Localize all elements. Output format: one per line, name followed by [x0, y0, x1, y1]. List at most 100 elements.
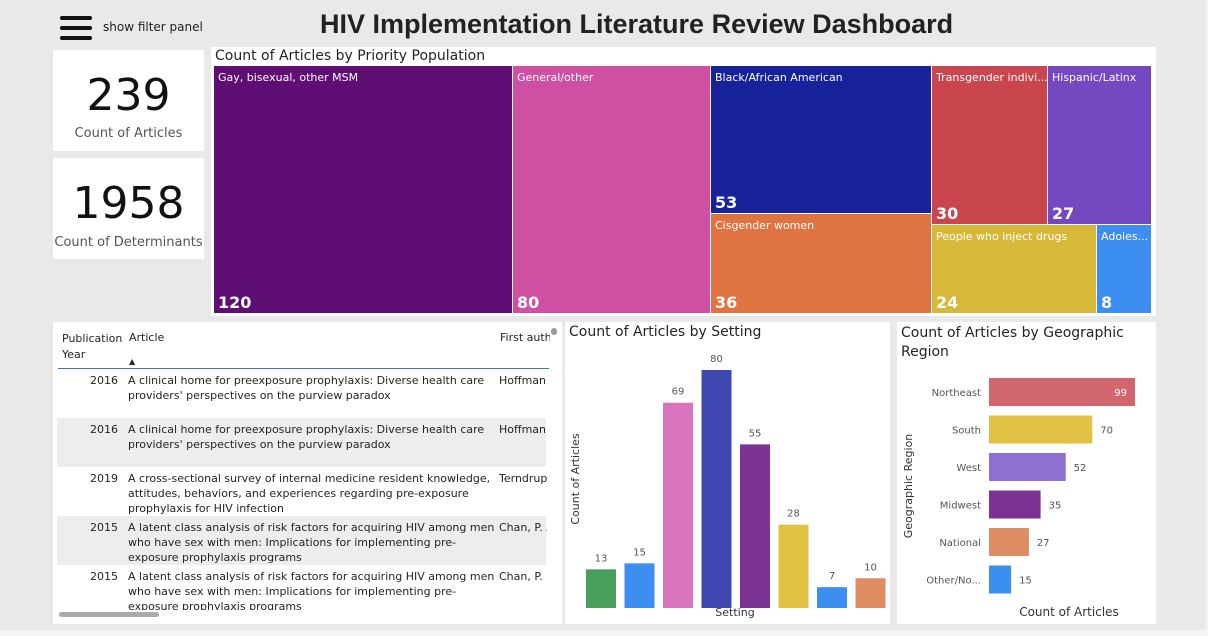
- data-label-setting-3: 80: [710, 354, 723, 365]
- scrollbar-thumb-horizontal[interactable]: [59, 612, 159, 617]
- cell-year: 2015: [90, 521, 118, 534]
- bar-setting-3[interactable]: [701, 370, 732, 608]
- tile-value: 36: [715, 293, 738, 312]
- cell-author: Hoffman,: [499, 374, 547, 387]
- table-row[interactable]: 2015 A latent class analysis of risk fac…: [57, 516, 547, 565]
- bar-region-2[interactable]: [989, 453, 1066, 481]
- data-label-setting-1: 15: [633, 547, 646, 558]
- bar-region-0[interactable]: [989, 378, 1135, 406]
- cell-article: A clinical home for preexposure prophyla…: [128, 374, 485, 402]
- data-label-region-1: 70: [1100, 426, 1113, 437]
- bar-region-5[interactable]: [989, 565, 1012, 594]
- tile-label: People who inject drugs: [936, 230, 1068, 243]
- kpi-card-articles: 239 Count of Articles: [53, 50, 204, 151]
- cell-article: A cross-sectional survey of internal med…: [128, 472, 491, 515]
- cell-author: Chan, P. A: [499, 521, 547, 534]
- region-chart: Northeast 99 South 70 West 52 Midwest 35 Nationa…: [902, 378, 1135, 619]
- tile-value: 27: [1052, 204, 1075, 223]
- data-label-setting-0: 13: [595, 553, 608, 564]
- tile-label: Adoles...: [1101, 230, 1149, 243]
- category-label-region-3: Midwest: [940, 501, 981, 512]
- setting-chart-title: Count of Articles by Setting: [569, 324, 762, 340]
- tile-label: Transgender indivi...: [936, 71, 1048, 84]
- cell-article: A latent class analysis of risk factors …: [128, 521, 495, 564]
- category-label-region-1: South: [952, 426, 981, 437]
- cell-article: A latent class analysis of risk factors …: [128, 570, 495, 610]
- data-label-setting-5: 28: [787, 509, 800, 520]
- setting-chart-panel: Count of Articles by Setting 13 15 69 80 55 2…: [565, 322, 890, 624]
- show-filter-panel-button[interactable]: show filter panel: [103, 20, 203, 34]
- cell-author: Hoffman,: [499, 423, 547, 436]
- treemap-tile-transgender[interactable]: Transgender indivi... 30: [932, 66, 1048, 225]
- cell-author: Chan, P. A: [499, 570, 546, 583]
- bar-setting-7[interactable]: [855, 578, 886, 608]
- tile-label: Hispanic/Latinx: [1052, 71, 1137, 84]
- sort-ascending-icon[interactable]: ▲: [129, 357, 136, 366]
- kpi-card-determinants: 1958 Count of Determinants: [53, 158, 204, 259]
- cell-year: 2016: [90, 423, 118, 436]
- menu-icon[interactable]: [60, 16, 92, 40]
- tile-label: Cisgender women: [715, 219, 815, 232]
- bar-setting-1[interactable]: [624, 563, 655, 608]
- table-row[interactable]: 2019 A cross-sectional survey of interna…: [57, 467, 547, 516]
- scrollbar-thumb-vertical[interactable]: [551, 328, 557, 335]
- cell-year: 2019: [90, 472, 118, 485]
- data-label-setting-7: 10: [864, 562, 877, 573]
- x-axis-label: Setting: [715, 606, 754, 619]
- bar-setting-6[interactable]: [817, 587, 847, 608]
- tile-value: 80: [517, 293, 540, 312]
- y-axis-label: Geographic Region: [902, 434, 915, 539]
- tile-value: 120: [218, 293, 252, 312]
- articles-table-panel: Publication Year Article ▲ First autho 2…: [53, 322, 562, 624]
- treemap-title: Count of Articles by Priority Population: [215, 48, 486, 64]
- treemap-tile-pwid[interactable]: People who inject drugs 24: [932, 225, 1097, 314]
- category-label-region-4: National: [939, 538, 981, 549]
- column-header-year[interactable]: Publication Year: [62, 332, 123, 361]
- category-label-region-2: West: [956, 463, 981, 474]
- table-row[interactable]: 2016 A clinical home for preexposure pro…: [57, 369, 547, 418]
- bar-region-3[interactable]: [989, 490, 1041, 519]
- tile-value: 24: [936, 293, 959, 312]
- bar-region-4[interactable]: [989, 528, 1029, 556]
- treemap-tile-adolescents[interactable]: Adoles... 8: [1097, 225, 1152, 314]
- cell-year: 2015: [90, 570, 118, 583]
- treemap-tile-hispanic[interactable]: Hispanic/Latinx 27: [1048, 66, 1152, 225]
- treemap-tile-general[interactable]: General/other 80: [513, 66, 711, 314]
- bar-setting-4[interactable]: [740, 444, 770, 608]
- treemap-tile-black[interactable]: Black/African American 53: [711, 66, 932, 214]
- kpi-label-articles: Count of Articles: [74, 126, 183, 141]
- region-chart-title: Count of Articles by Geographic Region: [901, 325, 1124, 360]
- treemap-tile-cis-women[interactable]: Cisgender women 36: [711, 214, 932, 314]
- kpi-label-determinants: Count of Determinants: [54, 235, 203, 250]
- table-row[interactable]: 2016 A clinical home for preexposure pro…: [57, 418, 547, 467]
- header-divider: [58, 368, 549, 369]
- column-header-author[interactable]: First autho: [500, 331, 550, 344]
- kpi-value-determinants: 1958: [72, 178, 185, 229]
- tile-label: Black/African American: [715, 71, 843, 84]
- x-axis-label: Count of Articles: [1019, 605, 1119, 619]
- tile-label: Gay, bisexual, other MSM: [218, 71, 359, 84]
- bar-setting-2[interactable]: [663, 402, 693, 608]
- data-label-region-0: 99: [1114, 388, 1127, 399]
- y-axis-label: Count of Articles: [569, 433, 582, 525]
- tile-value: 8: [1101, 293, 1113, 312]
- bar-region-1[interactable]: [989, 415, 1093, 444]
- bar-setting-0[interactable]: [586, 569, 616, 608]
- region-chart-panel: Count of Articles by Geographic Region N…: [897, 322, 1156, 624]
- setting-chart: 13 15 69 80 55 28 7 10 Setting Count of Articles: [569, 354, 886, 619]
- table-row[interactable]: 2015 A latent class analysis of risk fac…: [57, 565, 546, 610]
- page-title: HIV Implementation Literature Review Das…: [320, 9, 954, 39]
- data-label-region-3: 35: [1049, 501, 1062, 512]
- tile-value: 30: [936, 204, 959, 223]
- data-label-setting-2: 69: [672, 387, 685, 398]
- tile-value: 53: [715, 193, 738, 212]
- kpi-value-articles: 239: [86, 70, 171, 121]
- data-label-region-2: 52: [1074, 463, 1087, 474]
- data-label-region-5: 15: [1019, 576, 1032, 587]
- bar-setting-5[interactable]: [778, 524, 809, 608]
- treemap-tile-msm[interactable]: Gay, bisexual, other MSM 120: [214, 66, 513, 314]
- cell-article: A clinical home for preexposure prophyla…: [128, 423, 485, 451]
- category-label-region-5: Other/No...: [926, 576, 981, 587]
- column-header-article[interactable]: Article: [129, 331, 165, 344]
